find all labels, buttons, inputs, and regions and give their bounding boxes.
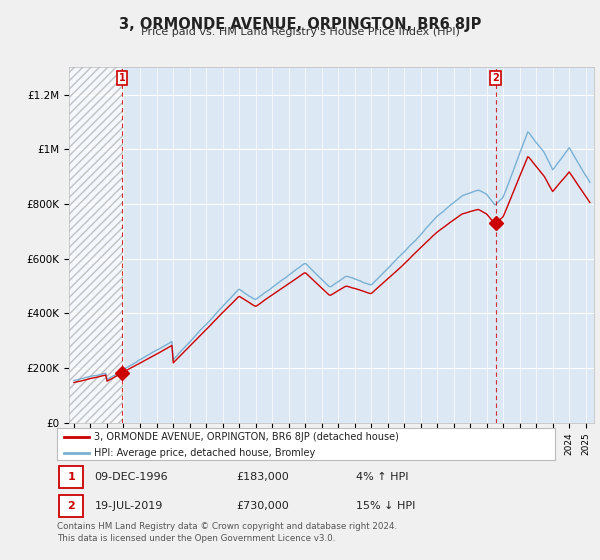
FancyBboxPatch shape	[59, 466, 83, 488]
Text: HPI: Average price, detached house, Bromley: HPI: Average price, detached house, Brom…	[94, 448, 316, 458]
FancyBboxPatch shape	[59, 495, 83, 517]
Text: £183,000: £183,000	[236, 472, 289, 482]
Bar	[69, 67, 124, 423]
Text: 2: 2	[492, 73, 499, 83]
Text: 1: 1	[119, 73, 125, 83]
Text: 3, ORMONDE AVENUE, ORPINGTON, BR6 8JP: 3, ORMONDE AVENUE, ORPINGTON, BR6 8JP	[119, 17, 481, 32]
Text: 19-JUL-2019: 19-JUL-2019	[94, 501, 163, 511]
Text: 2: 2	[68, 501, 76, 511]
Text: Contains HM Land Registry data © Crown copyright and database right 2024.
This d: Contains HM Land Registry data © Crown c…	[57, 522, 397, 543]
Text: 15% ↓ HPI: 15% ↓ HPI	[356, 501, 415, 511]
Text: 3, ORMONDE AVENUE, ORPINGTON, BR6 8JP (detached house): 3, ORMONDE AVENUE, ORPINGTON, BR6 8JP (d…	[94, 432, 399, 442]
Text: Price paid vs. HM Land Registry's House Price Index (HPI): Price paid vs. HM Land Registry's House …	[140, 27, 460, 38]
Text: 1: 1	[68, 472, 76, 482]
Text: £730,000: £730,000	[236, 501, 289, 511]
Text: 4% ↑ HPI: 4% ↑ HPI	[356, 472, 409, 482]
Text: 09-DEC-1996: 09-DEC-1996	[94, 472, 168, 482]
